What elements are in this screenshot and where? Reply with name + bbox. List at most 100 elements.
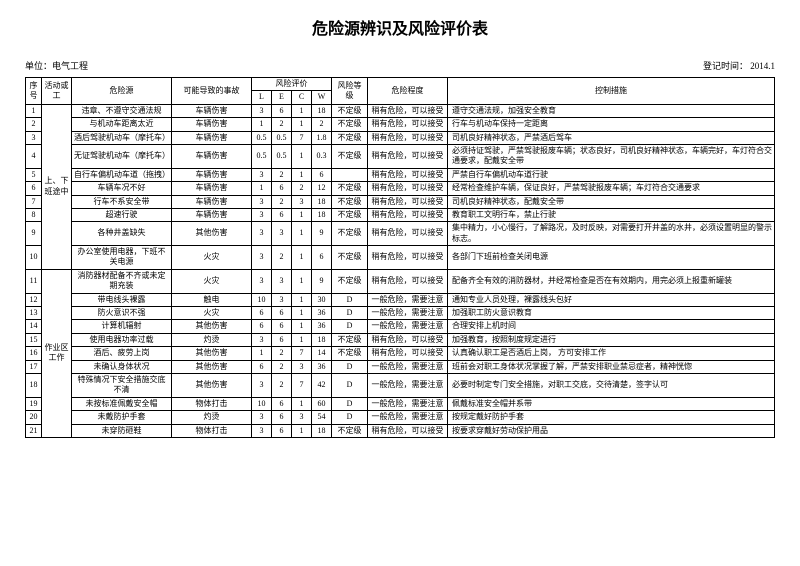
- cell-C: 1: [292, 144, 312, 168]
- cell-deg: 稍有危险，可以接受: [368, 222, 448, 246]
- cell-deg: 一般危险，需要注意: [368, 320, 448, 333]
- cell-W: 30: [312, 293, 332, 306]
- cell-C: 1: [292, 307, 312, 320]
- cell-C: 3: [292, 195, 312, 208]
- cell-ctrl: 严禁自行车偏机动车道行驶: [448, 168, 775, 181]
- cell-L: 3: [252, 373, 272, 397]
- cell-ctrl: 配备齐全有效的消防器材，并经常检查是否在有效期内，用完必须上报重新罐装: [448, 269, 775, 293]
- risk-table: 序号 活动或工 危险源 可能导致的事故 风险评价 风险等级 危险程度 控制措施 …: [25, 77, 775, 438]
- cell-acc: 车辆伤害: [172, 131, 252, 144]
- cell-seq: 14: [26, 320, 42, 333]
- cell-L: 3: [252, 411, 272, 424]
- cell-acc: 车辆伤害: [172, 182, 252, 195]
- table-row: 10办公室使用电器，下班不关电源火灾3216不定级稍有危险，可以接受各部门下班前…: [26, 246, 775, 270]
- cell-seq: 3: [26, 131, 42, 144]
- cell-deg: 稍有危险，可以接受: [368, 182, 448, 195]
- cell-acc: 车辆伤害: [172, 118, 252, 131]
- cell-L: 3: [252, 424, 272, 437]
- cell-L: 3: [252, 168, 272, 181]
- cell-E: 3: [272, 293, 292, 306]
- cell-acc: 其他伤害: [172, 360, 252, 373]
- table-row: 19未按标准佩戴安全帽物体打击106160D一般危险，需要注意佩戴标准安全帽并系…: [26, 397, 775, 410]
- cell-deg: 一般危险，需要注意: [368, 307, 448, 320]
- table-row: 3酒后驾驶机动车（摩托车）车辆伤害0.50.571.8不定级稍有危险，可以接受司…: [26, 131, 775, 144]
- cell-L: 10: [252, 293, 272, 306]
- cell-C: 1: [292, 168, 312, 181]
- cell-seq: 2: [26, 118, 42, 131]
- cell-src: 特殊情况下安全措施交底不清: [72, 373, 172, 397]
- cell-L: 3: [252, 269, 272, 293]
- cell-deg: 稍有危险，可以接受: [368, 208, 448, 221]
- table-row: 20未戴防护手套灼烫36354D一般危险，需要注意按规定戴好防护手套: [26, 411, 775, 424]
- cell-E: 6: [272, 411, 292, 424]
- cell-C: 7: [292, 131, 312, 144]
- cell-W: 60: [312, 397, 332, 410]
- th-eval: 风险评价: [252, 78, 332, 91]
- cell-deg: 稍有危险，可以接受: [368, 144, 448, 168]
- cell-lvl: 不定级: [332, 144, 368, 168]
- cell-ctrl: 经常检查维护车辆，保证良好，严禁驾驶报废车辆；车灯符合交通要求: [448, 182, 775, 195]
- cell-E: 2: [272, 168, 292, 181]
- cell-lvl: 不定级: [332, 222, 368, 246]
- cell-deg: 一般危险，需要注意: [368, 411, 448, 424]
- cell-W: 18: [312, 104, 332, 117]
- cell-src: 未按标准佩戴安全帽: [72, 397, 172, 410]
- cell-C: 1: [292, 118, 312, 131]
- th-degree: 危险程度: [368, 78, 448, 105]
- table-row: 9各种井盖缺失其他伤害3319不定级稍有危险，可以接受集中精力，小心慢行，了解路…: [26, 222, 775, 246]
- cell-seq: 20: [26, 411, 42, 424]
- cell-ctrl: 按要求穿戴好劳动保护用品: [448, 424, 775, 437]
- cell-W: 6: [312, 168, 332, 181]
- cell-W: 0.3: [312, 144, 332, 168]
- cell-deg: 稍有危险，可以接受: [368, 246, 448, 270]
- table-row: 16酒后、疲劳上岗其他伤害12714不定级稍有危险，可以接受认真确认职工是否酒后…: [26, 347, 775, 360]
- cell-acc: 车辆伤害: [172, 104, 252, 117]
- cell-W: 18: [312, 195, 332, 208]
- cell-ctrl: 教育职工文明行车，禁止行驶: [448, 208, 775, 221]
- cell-src: 使用电器功率过载: [72, 333, 172, 346]
- cell-acc: 车辆伤害: [172, 195, 252, 208]
- cell-acc: 火灾: [172, 269, 252, 293]
- cell-lvl: D: [332, 397, 368, 410]
- cell-E: 2: [272, 347, 292, 360]
- table-row: 18特殊情况下安全措施交底不清其他伤害32742D一般危险，需要注意必要时制定专…: [26, 373, 775, 397]
- cell-W: 14: [312, 347, 332, 360]
- cell-C: 1: [292, 293, 312, 306]
- cell-lvl: D: [332, 360, 368, 373]
- cell-E: 6: [272, 182, 292, 195]
- cell-seq: 19: [26, 397, 42, 410]
- cell-deg: 稍有危险，可以接受: [368, 347, 448, 360]
- cell-W: 6: [312, 246, 332, 270]
- table-row: 7行车不系安全带车辆伤害32318不定级稍有危险，可以接受司机良好精神状态，配戴…: [26, 195, 775, 208]
- cell-seq: 13: [26, 307, 42, 320]
- table-row: 11作业区工作消防器材配备不齐或未定期充装火灾3319不定级稍有危险，可以接受配…: [26, 269, 775, 293]
- cell-src: 超速行驶: [72, 208, 172, 221]
- cell-deg: 稍有危险，可以接受: [368, 104, 448, 117]
- cell-src: 酒后、疲劳上岗: [72, 347, 172, 360]
- cell-lvl: 不定级: [332, 208, 368, 221]
- table-row: 21未穿防砸鞋物体打击36118不定级稍有危险，可以接受按要求穿戴好劳动保护用品: [26, 424, 775, 437]
- cell-E: 2: [272, 118, 292, 131]
- cell-seq: 10: [26, 246, 42, 270]
- cell-E: 2: [272, 360, 292, 373]
- cell-C: 3: [292, 411, 312, 424]
- cell-lvl: D: [332, 307, 368, 320]
- cell-L: 3: [252, 246, 272, 270]
- cell-ctrl: 合理安排上机时间: [448, 320, 775, 333]
- cell-src: 计算机辐射: [72, 320, 172, 333]
- table-row: 12带电线头裸露触电103130D一般危险，需要注意通知专业人员处理，裸露线头包…: [26, 293, 775, 306]
- cell-ctrl: 集中精力，小心慢行，了解路况，及时反映，对需要打开井盖的水井，必须设置明显的警示…: [448, 222, 775, 246]
- cell-acc: 其他伤害: [172, 347, 252, 360]
- cell-acc: 其他伤害: [172, 373, 252, 397]
- cell-C: 1: [292, 246, 312, 270]
- cell-src: 违章、不遵守交通法规: [72, 104, 172, 117]
- cell-ctrl: 佩戴标准安全帽并系带: [448, 397, 775, 410]
- cell-E: 6: [272, 104, 292, 117]
- th-C: C: [292, 91, 312, 104]
- cell-L: 3: [252, 222, 272, 246]
- cell-L: 3: [252, 208, 272, 221]
- cell-lvl: 不定级: [332, 118, 368, 131]
- cell-src: 与机动车距离太近: [72, 118, 172, 131]
- table-row: 17未确认身体状况其他伤害62336D一般危险，需要注意班前会对职工身体状况掌握…: [26, 360, 775, 373]
- table-row: 6车辆车况不好车辆伤害16212不定级稍有危险，可以接受经常检查维护车辆，保证良…: [26, 182, 775, 195]
